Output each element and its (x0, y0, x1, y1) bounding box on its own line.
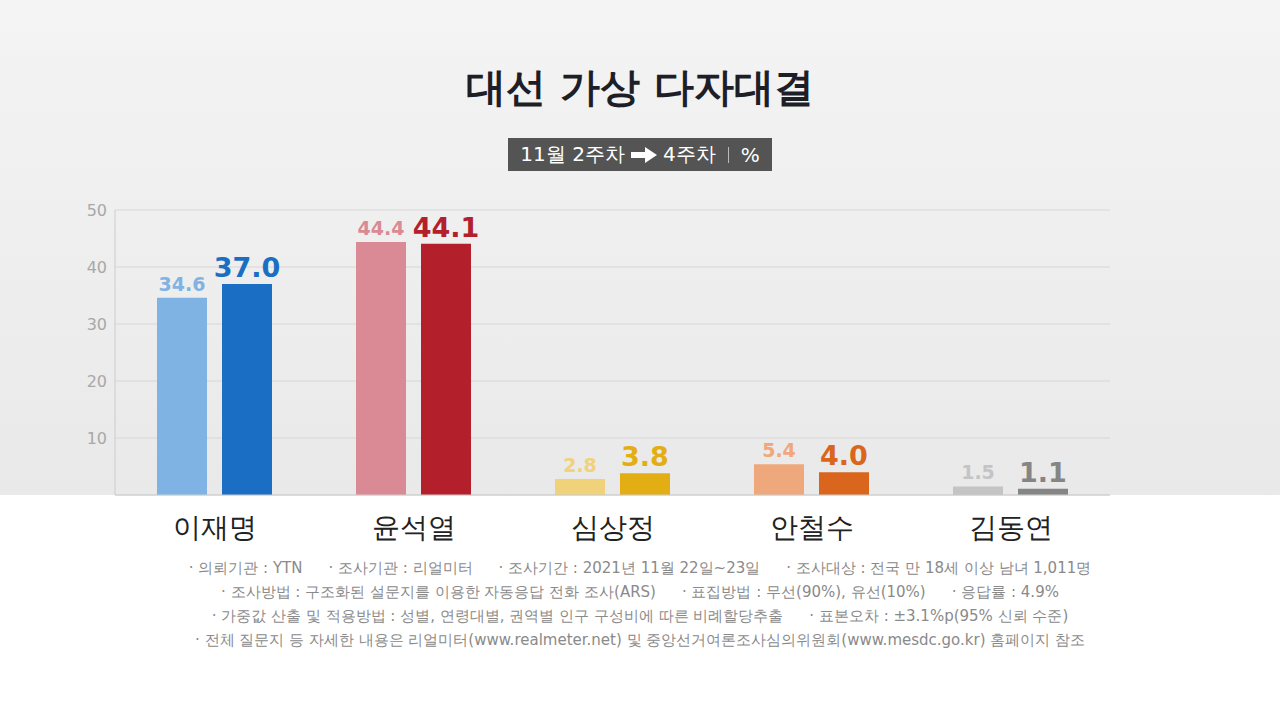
svg-text:이재명: 이재명 (173, 511, 257, 544)
html-text:· 표집방법 : 무선(90%), 유선(10%): · 표집방법 : 무선(90%), 유선(10%) (682, 583, 926, 601)
html-text:· 표본오차 : ±3.1%p(95% 신뢰 수준): · 표본오차 : ±3.1%p(95% 신뢰 수준) (809, 607, 1069, 625)
svg-text:44.4: 44.4 (358, 217, 405, 239)
svg-text:3.8: 3.8 (621, 441, 669, 472)
html-text:· 조사대상 : 전국 만 18세 이상 남녀 1,011명: · 조사대상 : 전국 만 18세 이상 남녀 1,011명 (786, 559, 1092, 577)
svg-text:40: 40 (87, 258, 107, 277)
svg-text:심상정: 심상정 (571, 511, 655, 544)
svg-text:4.0: 4.0 (820, 440, 868, 471)
html-text:· 가중값 산출 및 적용방법 : 성별, 연령대별, 권역: · 가중값 산출 및 적용방법 : 성별, 연령대별, 권역별 인구 구성비에 … (211, 607, 784, 625)
html-text:대선 가상 다자대결: 대선 가상 다자대결 (466, 64, 814, 110)
svg-text:37.0: 37.0 (214, 252, 281, 283)
svg-text:윤석열: 윤석열 (372, 511, 456, 544)
svg-text:1.5: 1.5 (961, 461, 995, 483)
html-text:· 전체 질문지 등 자세한 내용은 리얼미터(www.re: · 전체 질문지 등 자세한 내용은 리얼미터(www.realmeter.ne… (195, 631, 1085, 649)
html-text:· 조사기간 : 2021년 11월 22일~23일: · 조사기간 : 2021년 11월 22일~23일 (498, 559, 761, 577)
svg-text:20: 20 (87, 372, 107, 391)
svg-text:50: 50 (87, 201, 107, 220)
svg-text:5.4: 5.4 (762, 439, 796, 461)
svg-text:2.8: 2.8 (563, 454, 597, 476)
html-text:11월 2주차: 11월 2주차 (520, 142, 625, 166)
html-text:· 조사기관 : 리얼미터: · 조사기관 : 리얼미터 (328, 559, 473, 577)
svg-text:김동연: 김동연 (969, 511, 1053, 544)
svg-text:1.1: 1.1 (1019, 457, 1067, 488)
html-text:4주차: 4주차 (662, 142, 716, 166)
svg-text:44.1: 44.1 (413, 212, 480, 243)
html-text:· 조사방법 : 구조화된 설문지를 이용한 자동응답 전화: · 조사방법 : 구조화된 설문지를 이용한 자동응답 전화 조사(ARS) (221, 583, 656, 601)
svg-text:34.6: 34.6 (159, 273, 206, 295)
html-text:· 응답률 : 4.9%: · 응답률 : 4.9% (951, 583, 1059, 601)
svg-text:안철수: 안철수 (770, 511, 854, 544)
html-text:· 의뢰기관 : YTN: · 의뢰기관 : YTN (188, 559, 303, 577)
svg-text:30: 30 (87, 315, 107, 334)
svg-text:10: 10 (87, 429, 107, 448)
